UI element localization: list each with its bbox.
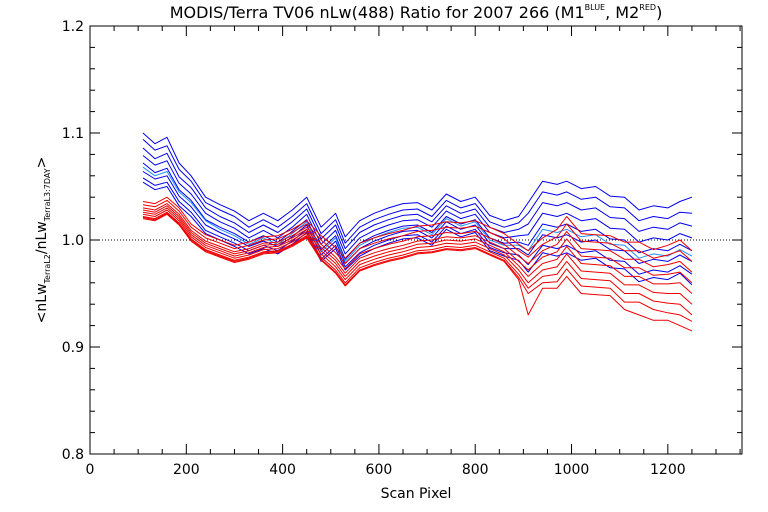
series-line-red-10 — [142, 199, 693, 264]
series-line-red-9 — [142, 196, 693, 259]
series-line-blue-2 — [142, 147, 693, 250]
y-tick-label: 1.1 — [62, 126, 84, 142]
ylabel-slash: /nLw — [34, 221, 50, 254]
series-line-blue-1 — [142, 139, 692, 244]
y-axis: 0.8 0.9 1.0 1.1 1.2 — [62, 19, 742, 463]
series-line-blue-7 — [142, 181, 693, 286]
series-line-red-17 — [142, 213, 693, 332]
title-sup-blue: BLUE — [585, 3, 605, 12]
x-tick-label: 400 — [269, 462, 296, 478]
y-axis-label: <nLwTerraL2/nLwTerraL3:7DAY> — [34, 157, 52, 324]
title-main: MODIS/Terra TV06 nLw(488) Ratio for 2007… — [170, 3, 585, 22]
ylabel-open: <nLw — [34, 283, 50, 323]
title-sup-red: RED — [639, 3, 656, 12]
y-tick-label: 1.0 — [62, 233, 84, 249]
ylabel-sub1: TerraL2 — [43, 254, 52, 284]
series-line-red-15 — [142, 211, 693, 316]
x-tick-label: 0 — [86, 462, 95, 478]
x-tick-label: 1000 — [554, 462, 590, 478]
series-line-blue-5 — [142, 171, 693, 264]
x-axis-label: Scan Pixel — [381, 486, 452, 502]
ylabel-close: > — [34, 157, 50, 169]
title-end: ) — [656, 3, 662, 22]
series-line-red-13 — [142, 207, 693, 294]
chart-title: MODIS/Terra TV06 nLw(488) Ratio for 2007… — [170, 3, 663, 22]
series-line-blue-6 — [142, 177, 693, 275]
ylabel-sub2: TerraL3:7DAY — [43, 168, 52, 222]
y-tick-label: 0.8 — [62, 447, 84, 463]
x-tick-label: 200 — [173, 462, 200, 478]
series-line-red-11 — [142, 203, 693, 273]
series-line-red-16 — [142, 212, 693, 322]
series-line-blue-0 — [142, 132, 693, 238]
x-tick-label: 800 — [462, 462, 489, 478]
y-tick-label: 0.9 — [62, 340, 84, 356]
series-lines — [142, 132, 693, 332]
series-line-red-12 — [142, 205, 693, 284]
series-line-light_blue-8 — [142, 166, 693, 262]
plot-frame — [89, 25, 743, 455]
series-line-blue-4 — [142, 162, 693, 260]
x-tick-label: 600 — [366, 462, 393, 478]
series-line-blue-3 — [142, 155, 693, 255]
x-axis: 0 200 400 600 800 1000 1200 — [86, 26, 741, 478]
title-mid: , M2 — [605, 3, 639, 22]
y-tick-label: 1.2 — [62, 19, 84, 35]
x-tick-label: 1200 — [650, 462, 686, 478]
series-line-red-14 — [142, 209, 693, 305]
